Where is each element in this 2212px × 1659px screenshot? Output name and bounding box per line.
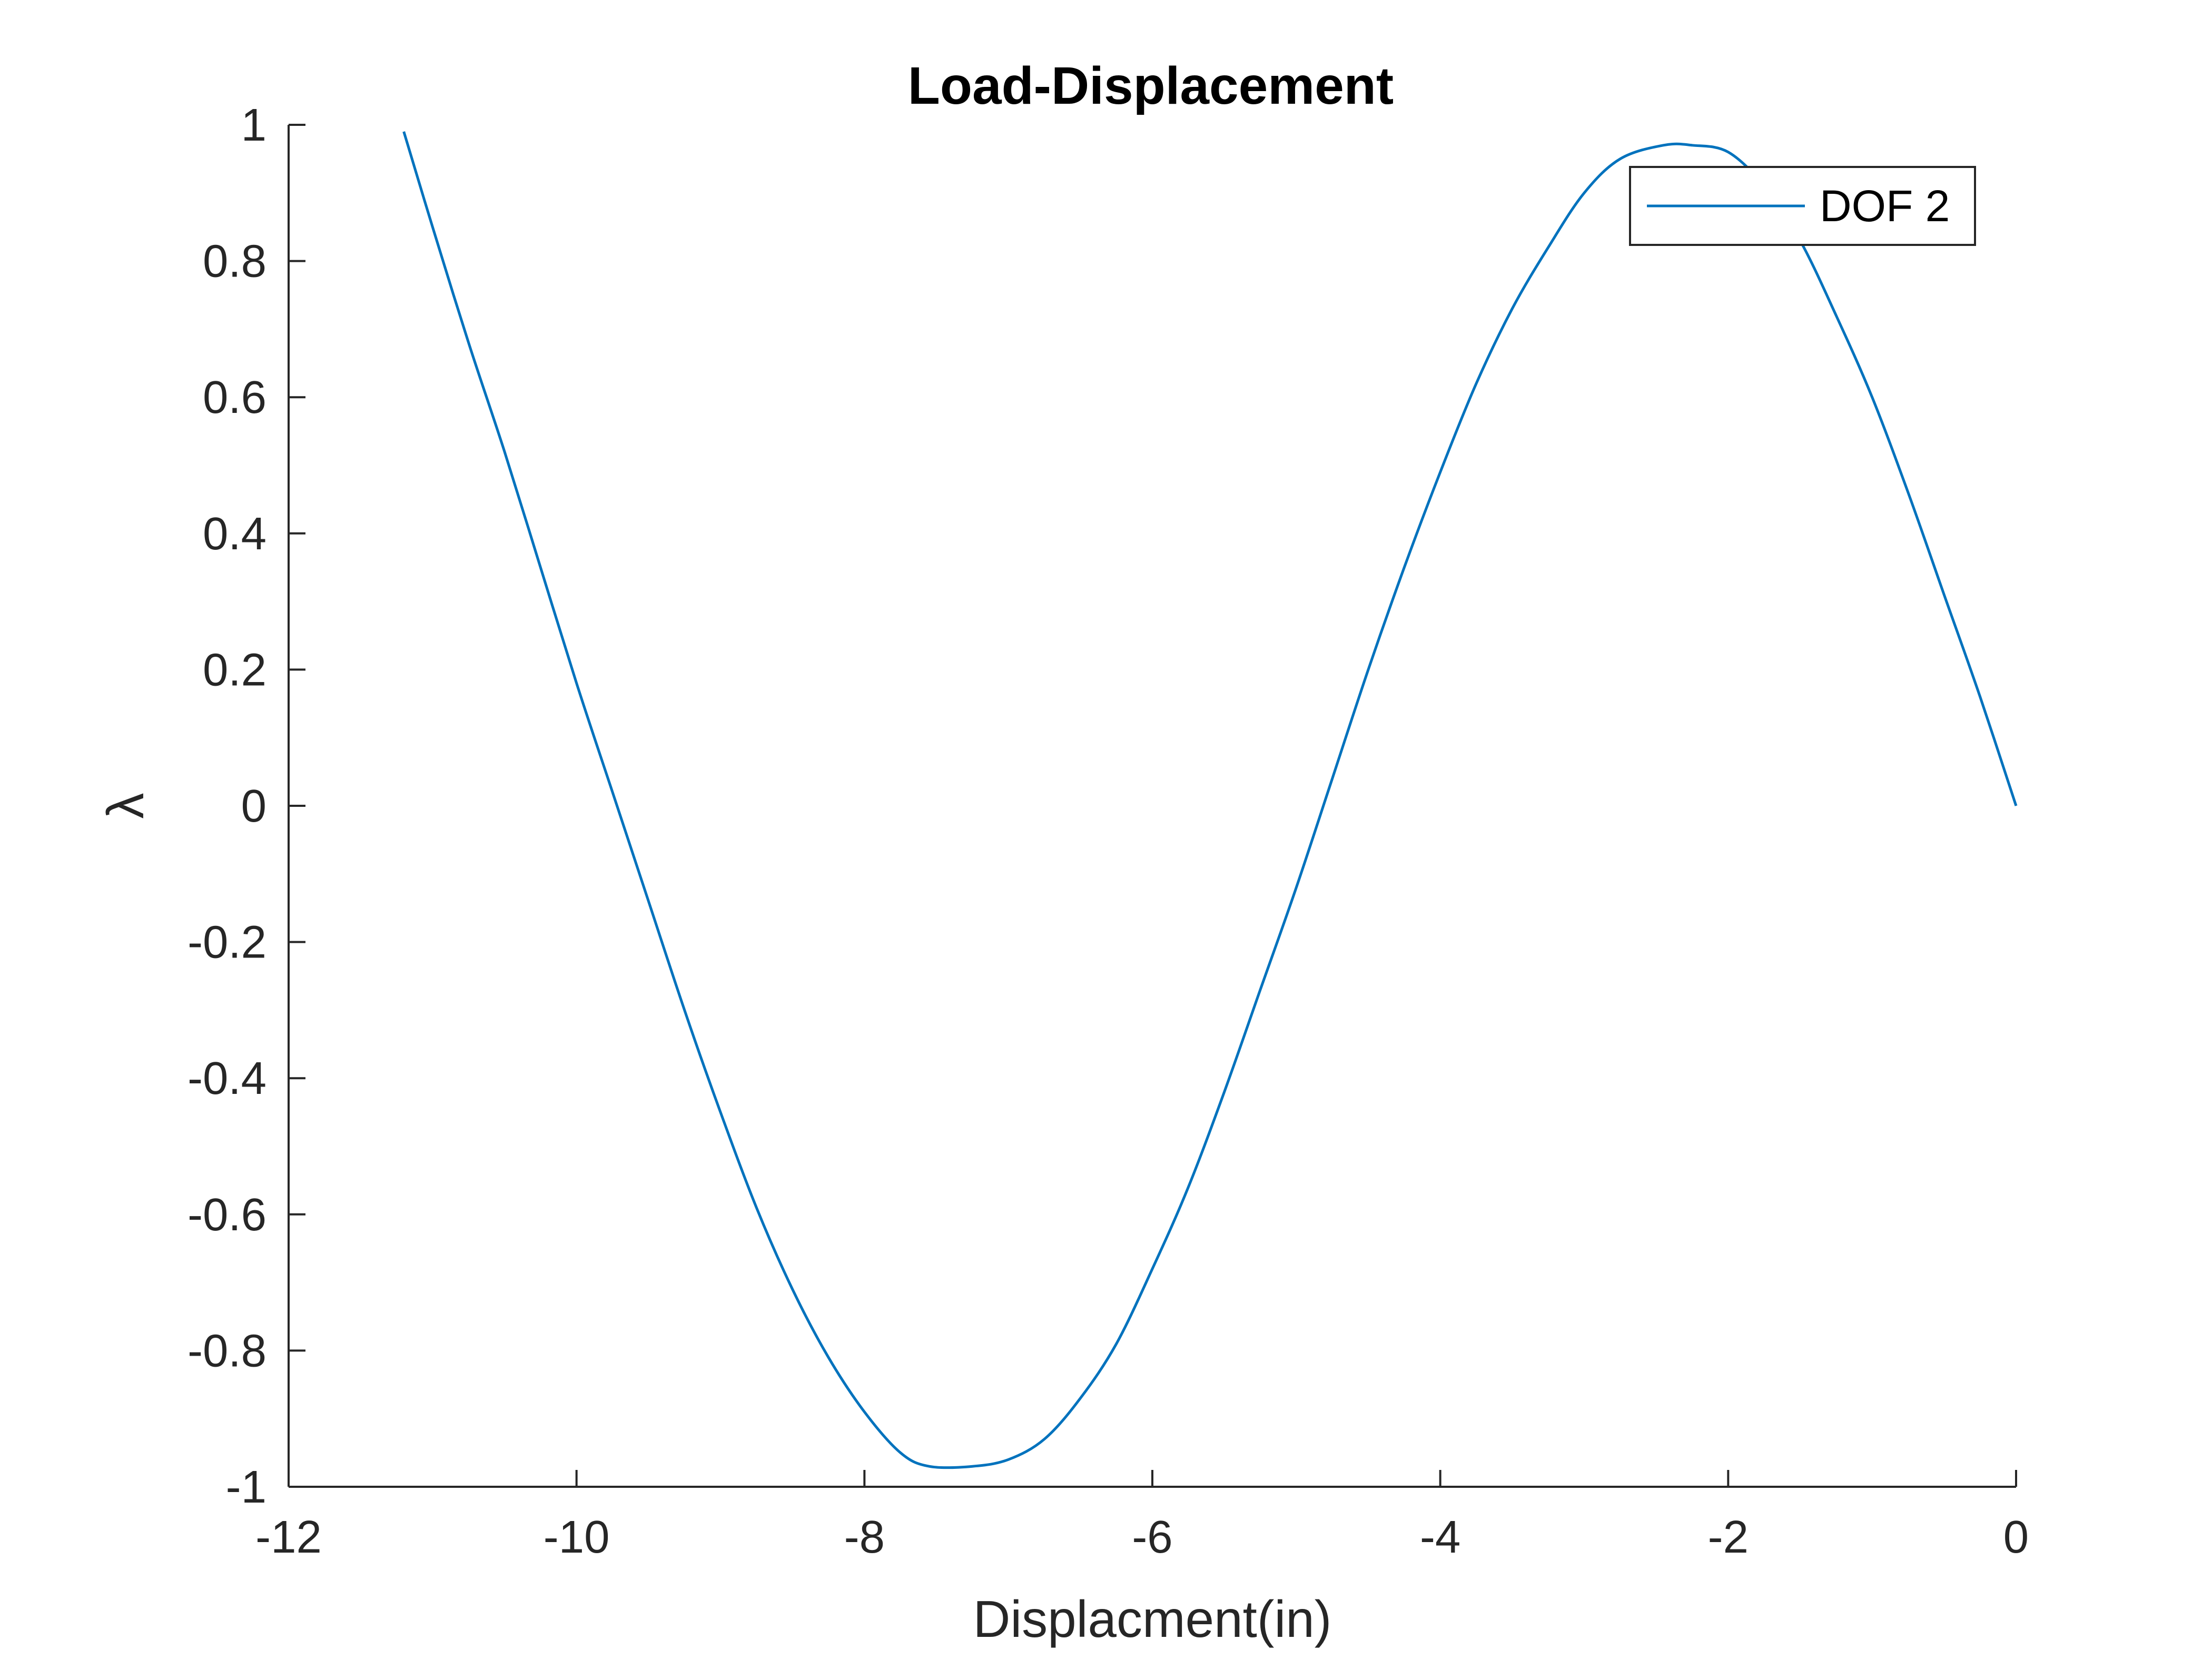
y-tick-label: -0.6	[187, 1189, 266, 1240]
x-tick-label: -8	[844, 1512, 885, 1563]
series-group	[402, 131, 2018, 1469]
legend: DOF 2	[1629, 166, 1976, 246]
y-tick-label: 0.2	[203, 644, 266, 695]
y-tick-label: 0.4	[203, 508, 266, 559]
y-tick-label: 0.6	[203, 372, 266, 423]
y-tick-label: -1	[226, 1461, 266, 1513]
y-tick-label: -0.8	[187, 1325, 266, 1376]
y-ticks: -1 -0.8 -0.6 -0.4 -0.2 0 0.2 0.4 0.6 0.8 1	[187, 100, 305, 1513]
x-ticks: -12 -10 -8 -6 -4 -2 0	[255, 1470, 2029, 1563]
x-tick-label: -12	[255, 1512, 322, 1563]
y-tick-label: 1	[241, 100, 266, 151]
chart-title: Load-Displacement	[908, 56, 1394, 115]
x-tick-label: -6	[1132, 1512, 1172, 1563]
y-tick-label: 0	[241, 781, 266, 832]
x-tick-label: -2	[1708, 1512, 1749, 1563]
x-tick-label: -10	[544, 1512, 610, 1563]
series-line-dof-2	[402, 131, 2018, 1469]
x-axis-title: Displacment(in)	[973, 1590, 1332, 1648]
x-tick-label: -4	[1420, 1512, 1460, 1563]
x-tick-label: 0	[2003, 1512, 2029, 1563]
y-tick-label: -0.4	[187, 1053, 266, 1104]
y-tick-label: 0.8	[203, 236, 266, 287]
y-axis-title: λ	[96, 793, 154, 819]
y-tick-label: -0.2	[187, 917, 266, 968]
axes	[288, 125, 2016, 1488]
legend-label-dof-2: DOF 2	[1820, 181, 1950, 231]
